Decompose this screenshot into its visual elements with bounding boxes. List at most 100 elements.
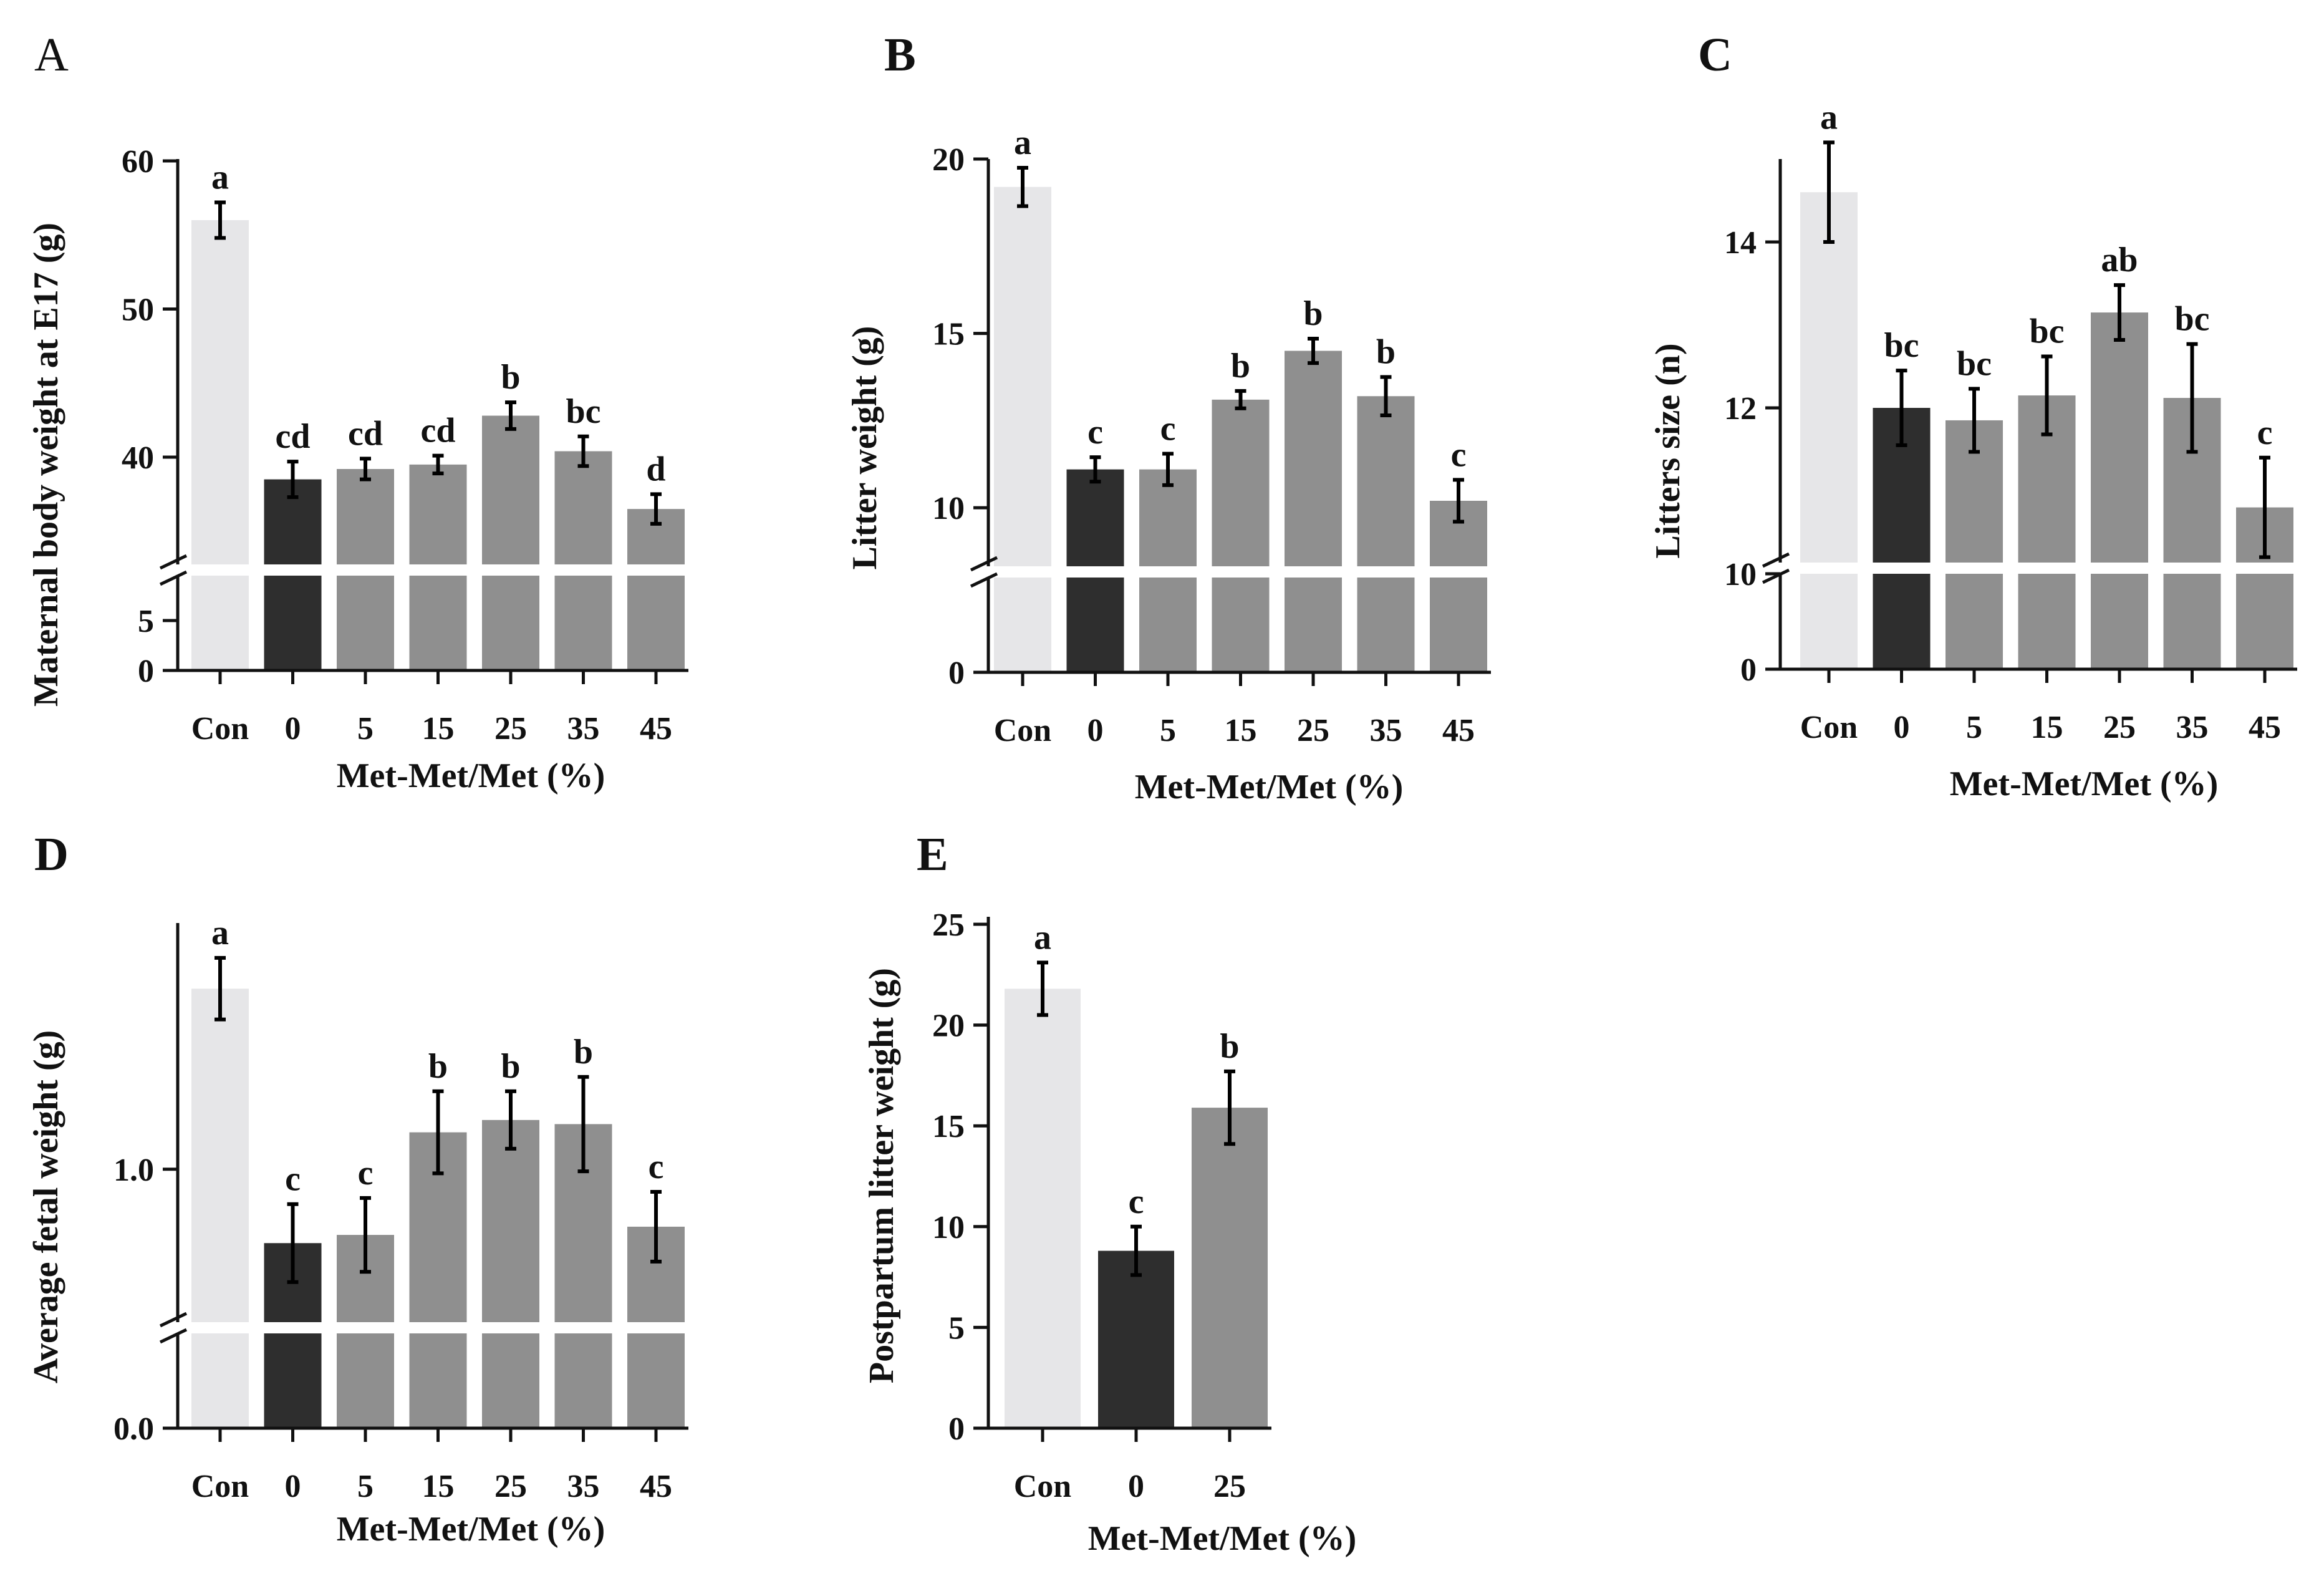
y-tick-label: 0.0 [113,1411,154,1447]
significance-letter: b [1220,1027,1239,1066]
significance-letter: c [1451,435,1467,474]
axis-break-band [1782,563,2301,574]
error-bar-5 [360,457,371,481]
error-bar-35 [1380,375,1392,417]
y-axis-title: Litters size (n) [1649,343,1687,558]
panel-label: C [1698,29,1732,81]
bar-25 [2091,312,2148,669]
significance-letter: ab [2101,241,2138,279]
x-tick-label: 25 [494,1469,527,1504]
x-tick-label: Con [191,1469,249,1504]
x-tick-label: 5 [357,711,374,747]
y-tick-label: 0 [948,655,965,691]
significance-letter: bc [1957,344,1992,383]
y-tick-label: 5 [138,604,154,639]
x-tick-label: 15 [422,711,455,747]
significance-letter: bc [2175,300,2210,339]
y-axis-title: Average fetal weight (g) [27,1030,65,1384]
y-tick-label: 40 [122,440,154,476]
significance-letter: c [285,1160,301,1199]
bar-35 [554,1124,612,1428]
bar-0 [1873,408,1931,669]
x-tick-label: 45 [640,711,672,747]
x-tick-label: 35 [2176,710,2209,745]
bar-Con [191,220,249,670]
x-tick-label: 35 [567,711,600,747]
x-tick-label: 0 [1087,713,1104,748]
error-bar-15 [432,1089,444,1176]
y-tick-label: 15 [932,1109,965,1144]
error-bar-45 [650,492,662,526]
y-tick-label: 10 [932,491,965,526]
panel-label: E [917,828,948,881]
error-bar-15 [1235,389,1246,410]
error-bar-45 [2259,455,2270,559]
x-tick-label: 15 [1225,713,1257,748]
y-tick-label: 1.0 [113,1153,154,1188]
x-tick-label: 15 [2031,710,2063,745]
bar-15 [2018,395,2076,669]
significance-letter: cd [421,412,456,450]
error-bar-15 [2041,354,2053,437]
y-tick-label: 20 [932,1008,965,1044]
y-tick-label: 20 [932,142,965,178]
y-tick-label: 25 [932,907,965,943]
bar-Con [1005,989,1081,1428]
x-tick-label: 25 [494,711,527,747]
break-slash [159,1312,188,1328]
x-tick-label: 15 [422,1469,455,1504]
y-tick-label: 10 [1724,557,1757,592]
panel-c: a Con bc 0 bc 5 bc 15 ab 25 bc 35 c 45 0 10 12 14 Litters … [1649,29,2301,803]
bar-Con [1800,192,1858,669]
error-bar-25 [1224,1069,1235,1146]
error-bar-0 [1089,455,1101,484]
significance-letter: c [1129,1182,1144,1221]
bar-45 [627,509,685,670]
break-slash [159,554,188,570]
y-axis-title: Litter weight (g) [846,326,884,570]
bar-5 [1946,420,2003,669]
x-tick-label: Con [1014,1469,1072,1504]
significance-letter: c [1160,409,1176,448]
y-tick-label: 60 [122,144,154,180]
y-tick-label: 0 [138,654,154,689]
significance-letter: bc [2030,312,2065,351]
significance-letter: cd [348,414,383,453]
x-tick-label: 5 [1966,710,1982,745]
error-bar-0 [287,460,299,500]
panel-a: a Con cd 0 cd 5 cd 15 b 25 bc 35 d 45 0 5 40 50 60 Maternal… [27,29,692,795]
y-tick-label: 5 [948,1310,965,1346]
significance-letter: bc [1884,326,1919,365]
panel-label: A [34,29,69,81]
panel-label: B [884,29,916,81]
axis-break-marker [159,554,188,586]
error-bar-35 [577,434,589,468]
significance-letter: c [649,1148,664,1186]
error-bar-25 [505,400,516,431]
axis-break-marker [159,1312,188,1344]
significance-letter: b [501,1047,520,1086]
significance-letter: a [1820,98,1838,137]
x-tick-label: 25 [1297,713,1329,748]
significance-letter: a [211,158,229,197]
x-tick-label: 45 [1442,713,1475,748]
error-bar-Con [215,200,226,240]
significance-letter: c [358,1154,374,1192]
axis-break-marker [970,556,998,588]
significance-letter: a [1034,918,1051,957]
break-slash [159,1328,188,1344]
error-bar-5 [1969,387,1980,454]
bar-25 [482,1119,539,1428]
significance-letter: a [1014,123,1031,162]
bar-Con [994,186,1051,672]
significance-letter: b [428,1047,448,1086]
x-axis-title: Met-Met/Met (%) [337,757,605,795]
bar-45 [1430,500,1487,672]
error-bar-Con [215,955,226,1022]
break-slash [970,572,998,588]
error-bar-25 [1308,336,1319,365]
significance-letter: c [1087,413,1103,452]
axis-break-band [990,566,1495,578]
error-bar-0 [287,1202,299,1284]
y-tick-label: 14 [1724,225,1757,261]
